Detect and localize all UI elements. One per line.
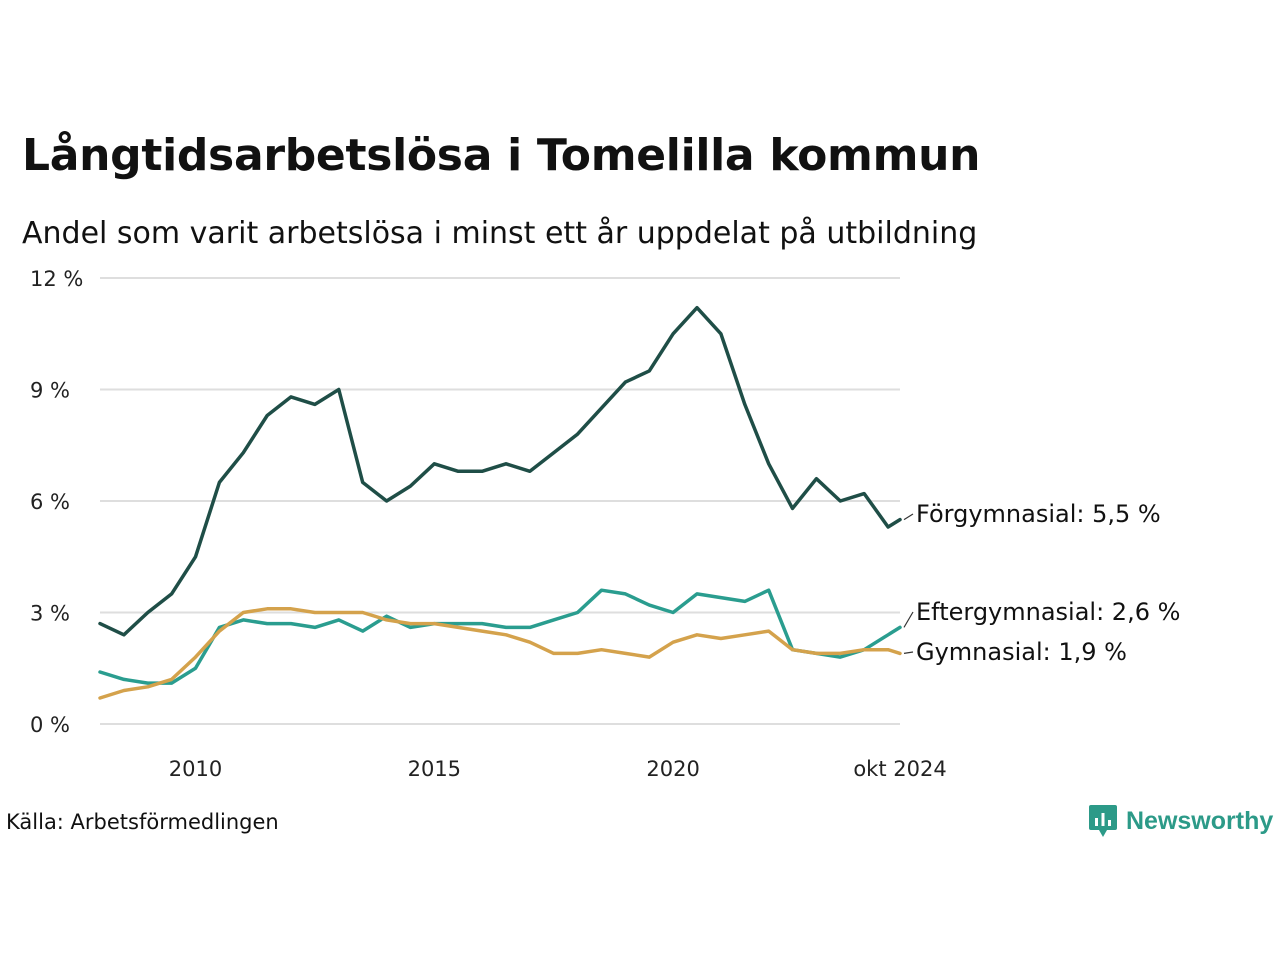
series-end-labels: Förgymnasial: 5,5 % Eftergymnasial: 2,6 %… — [903, 500, 1180, 666]
y-tick-label: 12 % — [30, 267, 83, 291]
x-tick-label: okt 2024 — [853, 757, 946, 781]
y-tick-label: 6 % — [30, 490, 70, 514]
end-label-leader — [903, 513, 914, 521]
x-tick-label: 2015 — [408, 757, 461, 781]
end-label-leader — [903, 611, 914, 628]
end-label-leader — [903, 651, 914, 654]
y-tick-label: 3 % — [30, 602, 70, 626]
chart-subtitle: Andel som varit arbetslösa i minst ett å… — [22, 216, 978, 251]
source-note: Källa: Arbetsförmedlingen — [6, 810, 279, 834]
y-axis-tick-labels: 0 % 3 % 6 % 9 % 12 % — [30, 267, 83, 737]
end-label-gymnasial: Gymnasial: 1,9 % — [916, 638, 1127, 666]
series-line-förgymnasial — [98, 305, 902, 637]
brand-logo[interactable]: Newsworthy — [1088, 804, 1273, 838]
x-tick-label: 2020 — [646, 757, 699, 781]
y-tick-label: 0 % — [30, 713, 70, 737]
bar-chart-speech-icon — [1089, 805, 1117, 837]
grid-lines — [100, 277, 900, 725]
series-line-gymnasial — [98, 607, 902, 700]
x-tick-label: 2010 — [169, 757, 222, 781]
chart-title: Långtidsarbetslösa i Tomelilla kommun — [22, 130, 981, 181]
x-axis-tick-labels: 2010 2015 2020 okt 2024 — [169, 757, 947, 781]
series-lines — [98, 305, 902, 700]
y-tick-label: 9 % — [30, 379, 70, 403]
brand-name: Newsworthy — [1126, 806, 1274, 835]
series-line-eftergymnasial — [98, 588, 902, 685]
end-label-eftergymnasial: Eftergymnasial: 2,6 % — [916, 598, 1180, 626]
end-label-förgymnasial: Förgymnasial: 5,5 % — [916, 500, 1161, 528]
